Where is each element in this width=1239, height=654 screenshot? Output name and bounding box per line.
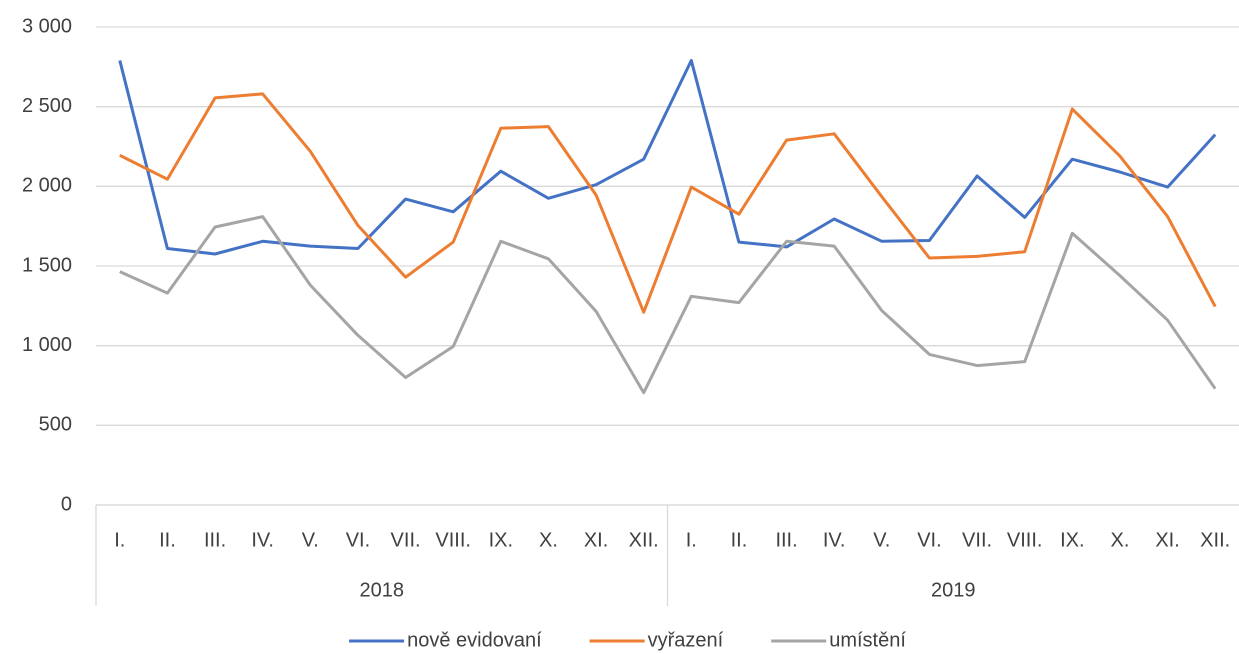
legend-label: nově evidovaní xyxy=(407,629,542,651)
x-tick-label: IX. xyxy=(489,529,513,551)
x-tick-label: XI. xyxy=(1155,529,1179,551)
x-tick-label: III. xyxy=(204,529,226,551)
x-tick-label: VII. xyxy=(391,529,421,551)
series-line xyxy=(119,92,1217,314)
x-tick-label: I. xyxy=(686,529,697,551)
y-tick-label: 3 000 xyxy=(22,15,72,37)
x-tick-label: VI. xyxy=(346,529,370,551)
x-tick-label: XII. xyxy=(629,529,659,551)
x-tick-label: V. xyxy=(873,529,890,551)
x-tick-label: VII. xyxy=(962,529,992,551)
x-tick-label: V. xyxy=(302,529,319,551)
legend-label: vyřazení xyxy=(648,629,724,651)
y-tick-label: 2 500 xyxy=(22,95,72,117)
x-tick-label: X. xyxy=(1110,529,1129,551)
legend-label: umístění xyxy=(829,629,906,651)
x-tick-label: IV. xyxy=(823,529,846,551)
y-tick-label: 1 500 xyxy=(22,254,72,276)
x-tick-label: XII. xyxy=(1200,529,1230,551)
group-label: 2019 xyxy=(931,579,976,601)
x-tick-label: VI. xyxy=(917,529,941,551)
x-tick-label: IV. xyxy=(251,529,274,551)
x-tick-label: IX. xyxy=(1060,529,1084,551)
y-tick-label: 1 000 xyxy=(22,334,72,356)
x-tick-label: XI. xyxy=(584,529,608,551)
x-tick-label: II. xyxy=(731,529,748,551)
y-tick-label: 2 000 xyxy=(22,175,72,197)
y-tick-label: 500 xyxy=(39,414,72,436)
x-tick-label: III. xyxy=(775,529,797,551)
group-label: 2018 xyxy=(360,579,405,601)
series-line xyxy=(118,59,1217,256)
x-tick-label: VIII. xyxy=(1007,529,1043,551)
x-tick-label: X. xyxy=(539,529,558,551)
x-tick-label: II. xyxy=(159,529,176,551)
series-line xyxy=(119,215,1217,395)
x-tick-label: VIII. xyxy=(435,529,471,551)
x-tick-label: I. xyxy=(114,529,125,551)
y-tick-label: 0 xyxy=(61,493,72,515)
